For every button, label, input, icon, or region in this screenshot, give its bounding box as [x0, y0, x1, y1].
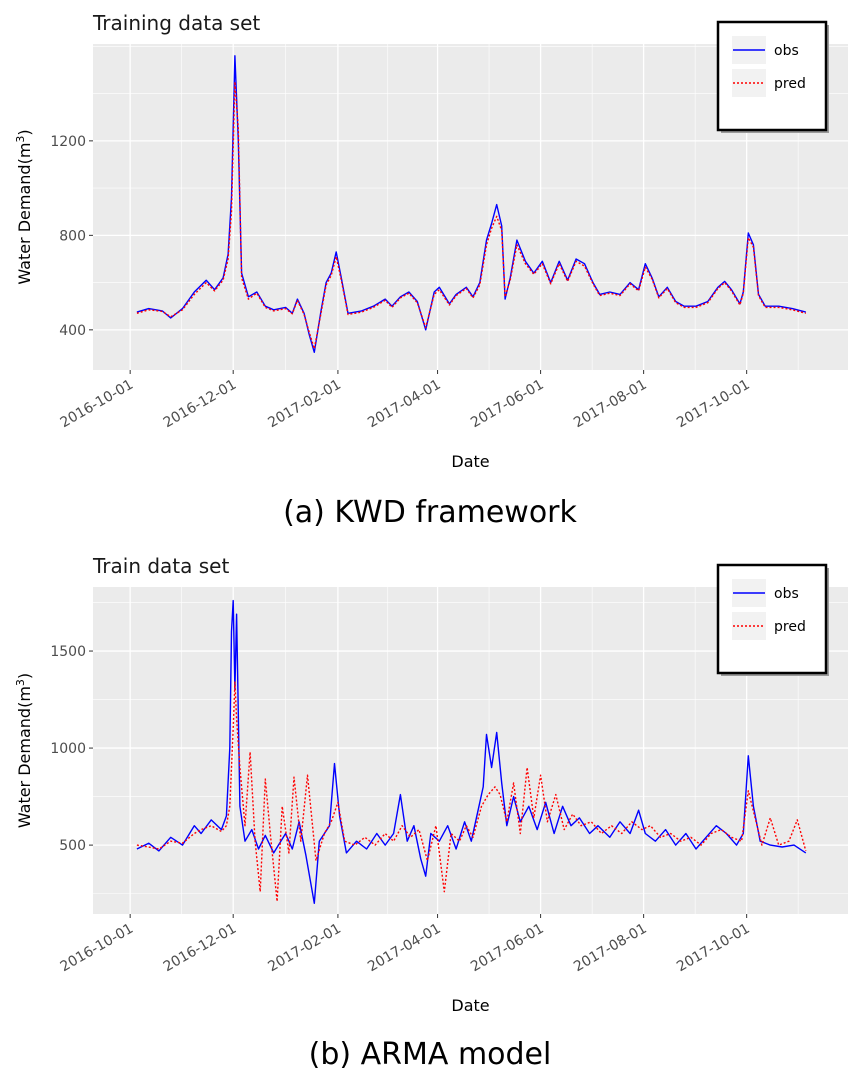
series-layer	[136, 599, 807, 904]
y-tick-label: 1500	[50, 644, 86, 660]
y-tick-label: 1200	[50, 134, 86, 150]
x-tick-label: 2017-04-01	[365, 921, 443, 976]
x-tick-label: 2017-10-01	[674, 921, 752, 976]
grid	[93, 44, 848, 370]
y-axis-title: Water Demand(m3)	[14, 673, 34, 828]
y-tick-label: 500	[59, 838, 86, 854]
y-tick-label: 800	[59, 228, 86, 244]
chart-title: Training data set	[92, 11, 260, 35]
series-layer	[136, 55, 806, 353]
x-tick-label: 2017-02-01	[265, 377, 343, 432]
legend-label-pred: pred	[774, 619, 806, 635]
legend-label-obs: obs	[774, 43, 799, 59]
x-tick-label: 2017-02-01	[265, 921, 343, 976]
x-axis-ticks: 2016-10-01 2016-12-01 2017-02-01 2017-04-01…	[58, 370, 753, 431]
x-tick-label: 2017-04-01	[365, 377, 443, 432]
x-axis-title: Date	[451, 996, 489, 1015]
series-line-pred	[136, 681, 807, 903]
legend-label-pred: pred	[774, 76, 806, 92]
x-tick-label: 2017-06-01	[468, 377, 546, 432]
legend-label-obs: obs	[774, 586, 799, 602]
x-tick-label: 2017-06-01	[468, 921, 546, 976]
series-line-obs	[136, 599, 807, 904]
y-tick-label: 1000	[50, 741, 86, 757]
x-tick-label: 2017-10-01	[674, 377, 752, 432]
legend: obs pred	[716, 20, 829, 133]
x-tick-label: 2016-12-01	[161, 921, 239, 976]
y-axis-title-superscript: 3	[14, 136, 27, 143]
y-axis-ticks: 400 800 1200	[50, 134, 93, 339]
chart-title: Train data set	[92, 554, 229, 578]
grid	[93, 587, 848, 914]
x-axis-ticks: 2016-10-01 2016-12-01 2017-02-01 2017-04-01…	[58, 914, 753, 975]
x-tick-label: 2016-10-01	[58, 377, 136, 432]
x-tick-label: 2016-10-01	[58, 921, 136, 976]
figure-caption: (a) KWD framework	[283, 495, 577, 530]
x-tick-label: 2017-08-01	[571, 377, 649, 432]
legend: obs pred	[716, 563, 829, 676]
y-tick-label: 400	[59, 323, 86, 339]
y-axis-title-superscript: 3	[14, 679, 27, 686]
figure-caption: (b) ARMA model	[309, 1037, 552, 1072]
y-axis-ticks: 500 1000 1500	[50, 644, 93, 854]
x-axis-title: Date	[451, 452, 489, 471]
x-tick-label: 2017-08-01	[571, 921, 649, 976]
x-tick-label: 2016-12-01	[161, 377, 239, 432]
y-axis-title: Water Demand(m3)	[14, 129, 34, 284]
